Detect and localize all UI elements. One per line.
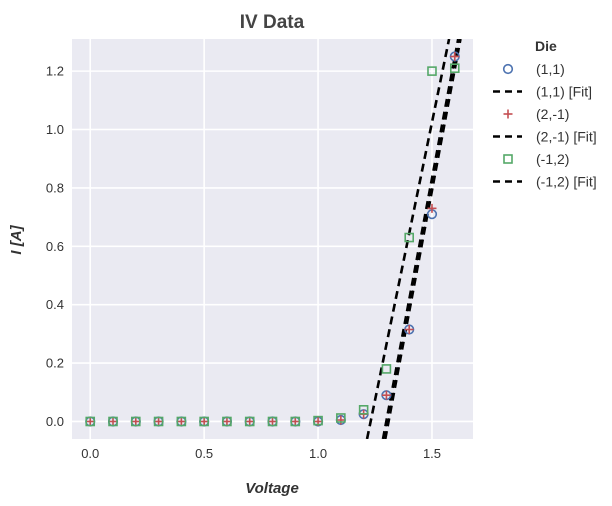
data-point-2-3	[154, 416, 164, 426]
x-tick-label: 1.5	[423, 446, 441, 461]
data-point-4-0	[85, 416, 96, 427]
data-point-4-4	[176, 416, 187, 427]
data-point-2-15	[427, 203, 437, 213]
legend-title: Die	[535, 38, 557, 54]
data-point-2-16	[450, 52, 460, 62]
data-point-4-15	[427, 66, 437, 76]
fit-lines	[365, 39, 462, 439]
x-tick-label: 1.0	[309, 446, 327, 461]
data-point-4-12	[358, 405, 369, 415]
data-point-2-2	[131, 416, 141, 426]
data-point-2-5	[199, 416, 209, 426]
y-tick-label: 0.4	[46, 297, 64, 312]
legend-marker-swatch	[503, 109, 513, 119]
legend-marker-swatch	[503, 154, 513, 164]
y-tick-label: 0.8	[46, 180, 64, 195]
y-tick-label: 0.6	[46, 239, 64, 254]
y-axis-label: I [A]	[8, 224, 25, 254]
fit-line-1	[384, 39, 462, 439]
legend-entry-2: (2,-1)	[503, 106, 569, 122]
data-point-2-13	[381, 390, 391, 400]
y-tick-label: 1.0	[46, 122, 64, 137]
data-point-4-2	[130, 416, 141, 427]
grid-lines	[72, 39, 473, 439]
legend-marker-swatch	[502, 63, 514, 75]
legend-entry-4: (-1,2)	[503, 151, 569, 167]
data-markers	[85, 51, 460, 427]
data-point-4-1	[108, 416, 118, 427]
data-point-2-8	[268, 416, 277, 426]
legend-entry-3: (2,-1) [Fit]	[493, 129, 597, 145]
data-point-2-4	[176, 416, 186, 426]
data-point-4-14	[404, 232, 415, 243]
x-tick-label: 0.5	[195, 446, 213, 461]
data-point-2-7	[245, 416, 255, 426]
legend-label: (2,-1) [Fit]	[536, 129, 597, 145]
legend-entry-5: (-1,2) [Fit]	[493, 174, 597, 190]
data-point-4-3	[153, 416, 164, 427]
data-point-4-11	[336, 413, 346, 423]
legend: Die (1,1) (1,1) [Fit] (2,-1) (2,-1) [Fit] (-…	[493, 38, 597, 190]
data-point-2-9	[290, 416, 300, 426]
plot-area	[72, 39, 473, 439]
data-point-4-8	[267, 416, 278, 427]
data-point-2-11	[336, 415, 346, 425]
x-tick-labels: 0.0 0.5 1.0 1.5	[81, 446, 441, 461]
fit-line-3	[381, 39, 460, 439]
data-point-2-14	[404, 325, 414, 335]
data-point-2-0	[85, 416, 95, 426]
data-point-2-1	[108, 416, 118, 426]
y-tick-labels: 0.0 0.2 0.4 0.6 0.8 1.0 1.2	[46, 64, 64, 429]
data-point-4-7	[244, 416, 255, 427]
legend-entry-1: (1,1) [Fit]	[493, 84, 592, 100]
fit-line-5	[365, 39, 451, 439]
data-point-4-13	[381, 364, 392, 374]
legend-label: (2,-1)	[536, 106, 569, 122]
data-point-2-6	[222, 416, 232, 426]
data-point-4-5	[199, 416, 209, 427]
data-point-4-10	[313, 415, 323, 426]
y-tick-label: 0.0	[46, 414, 64, 429]
legend-label: (-1,2) [Fit]	[536, 174, 597, 190]
data-point-4-9	[290, 416, 301, 427]
y-tick-label: 1.2	[46, 64, 64, 79]
x-tick-label: 0.0	[81, 446, 99, 461]
legend-label: (1,1) [Fit]	[536, 84, 592, 100]
data-point-4-16	[449, 63, 460, 73]
chart-title: IV Data	[240, 12, 305, 33]
y-tick-label: 0.2	[46, 356, 64, 371]
x-axis-label: Voltage	[245, 480, 299, 497]
legend-entry-0: (1,1)	[502, 61, 565, 77]
legend-label: (1,1)	[536, 61, 565, 77]
data-point-4-6	[222, 416, 232, 427]
legend-label: (-1,2)	[536, 151, 569, 167]
